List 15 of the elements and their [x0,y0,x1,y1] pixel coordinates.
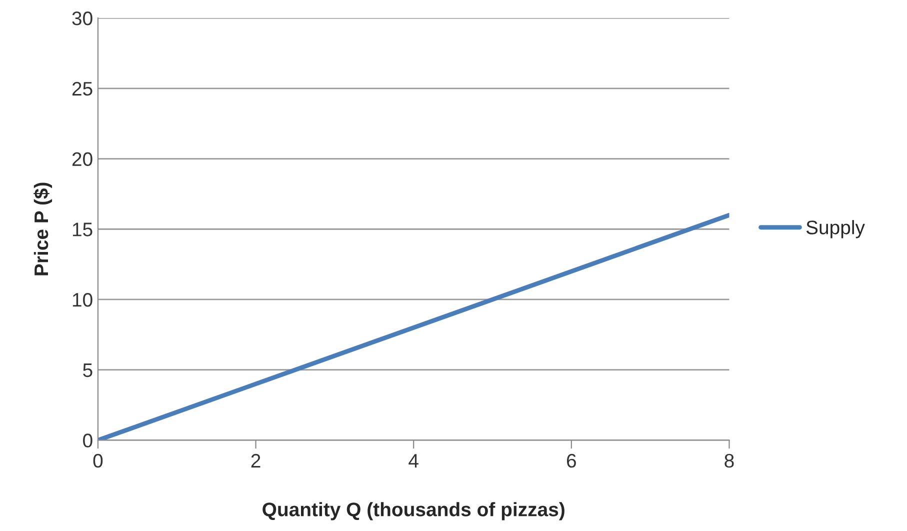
y-tick-label: 10 [72,292,92,307]
x-axis-title: Quantity Q (thousands of pizzas) [262,502,564,520]
y-tick-label: 5 [83,364,92,378]
y-axis-title: Price P ($) [34,182,52,276]
x-tick-label: 6 [566,454,576,468]
legend-label: Supply [806,220,865,238]
y-tick-label: 20 [72,152,92,166]
y-tick-label: 0 [83,434,92,448]
x-tick-label: 0 [93,454,103,468]
y-tick-label: 25 [72,82,92,96]
x-tick-label: 2 [251,454,260,468]
y-tick-label: 15 [72,222,92,236]
x-tick-label: 8 [724,454,734,468]
y-tick-label: 30 [72,12,92,26]
x-tick-label: 4 [408,454,418,468]
